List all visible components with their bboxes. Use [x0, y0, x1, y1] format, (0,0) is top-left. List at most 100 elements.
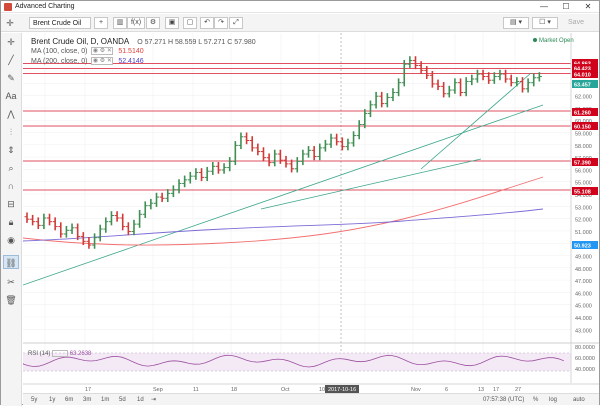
tf-1m[interactable]: 1m	[101, 397, 110, 403]
ohlc-bar	[137, 209, 143, 228]
ohlc-bar	[63, 225, 69, 238]
tf-1d[interactable]: 1d	[137, 397, 144, 403]
lock-drawings-icon[interactable]: ⊟	[7, 199, 15, 209]
close-button[interactable]: ✕	[584, 2, 592, 11]
crosshair-icon[interactable]: ✛	[6, 18, 14, 28]
horizontal-levels	[23, 63, 571, 191]
text-tool-icon[interactable]: Aa	[5, 91, 17, 101]
layout-dropdown[interactable]: ☐ ▾	[532, 17, 558, 29]
price-chart[interactable]: 64.00063.00062.00061.00060.00059.00058.0…	[22, 33, 599, 393]
price-badge-bg	[572, 70, 598, 78]
ohlc-bar	[244, 132, 250, 145]
ohlc-bar	[30, 214, 36, 226]
symbol-text: Brent Crude Oil	[33, 20, 82, 27]
ohlc-bar	[58, 222, 64, 238]
rsi-settings-button[interactable]	[52, 350, 69, 357]
log-toggle[interactable]: log	[549, 397, 558, 403]
ma100-settings-button[interactable]: ◉ ⚙ ✕	[91, 47, 114, 56]
maximize-button[interactable]: ☐	[562, 2, 570, 11]
ohlc-bar	[238, 132, 244, 150]
ohlc-bar	[52, 217, 58, 231]
price-level-badge: 64.010	[572, 70, 598, 79]
symbol-search-input[interactable]: Brent Crude Oil	[29, 17, 91, 29]
price-badge-text: 61.260	[574, 111, 591, 117]
ohlc-bar	[351, 131, 357, 147]
legend-ma200-row: MA (200, close, 0) ◉ ⚙ ✕ 52.4146	[31, 57, 256, 67]
time-tick-label: Oct	[281, 387, 290, 393]
brush-icon[interactable]: ✎	[7, 73, 15, 83]
ohlc-bar	[452, 78, 458, 94]
legend-ma100-row: MA (100, close, 0) ◉ ⚙ ✕ 51.5140	[31, 47, 256, 57]
percent-toggle[interactable]: %	[533, 397, 539, 403]
cross-cursor-icon[interactable]: ✛	[7, 37, 15, 47]
auto-toggle[interactable]: auto	[573, 397, 585, 403]
fib-icon[interactable]: ⫶	[9, 127, 13, 137]
price-tick-label: 46.000	[575, 291, 592, 297]
link-icon[interactable]: ⛓︎	[3, 255, 19, 269]
ohlc-bar	[396, 78, 402, 97]
ohlc-bar	[86, 237, 92, 249]
ohlc-bar	[508, 74, 514, 87]
ohlc-bar	[80, 232, 86, 246]
snapshot-button[interactable]: ▢	[183, 17, 197, 29]
price-badge-text: 63.457	[574, 83, 591, 89]
ohlc-bar	[210, 162, 216, 175]
ohlc-bar	[283, 155, 289, 168]
drawing-toolbar: ✛ ╱ ✎ Aa ⋀ ⫶ ⇕ ⌕ ∩ ⊟ 🔒︎ ◉ ⛓︎ ✂ 🗑︎	[1, 33, 22, 406]
minimize-button[interactable]: —	[540, 2, 548, 11]
compare-button[interactable]: +	[94, 17, 108, 29]
legend-main-row: Brent Crude Oil, D, OANDA O 57.271 H 58.…	[31, 37, 256, 47]
price-badge-text: 50.923	[574, 244, 591, 250]
top-toolbar: ✛ Brent Crude Oil + ▥ f(x) ⚙ ▣ ▢ ↶ ↷ ⤢ ▤…	[1, 14, 599, 32]
ohlc-bar	[215, 162, 221, 174]
price-tick-label: 49.000	[575, 255, 592, 261]
chart-type-dropdown[interactable]: ▤ ▾	[503, 17, 529, 29]
ohlc-bar	[531, 73, 537, 87]
zoom-icon[interactable]: ⌕	[8, 163, 14, 173]
ohlc-bar	[294, 157, 300, 173]
tf-3m[interactable]: 3m	[83, 397, 92, 403]
indicators-button[interactable]: f(x)	[127, 17, 145, 29]
save-button[interactable]: Save	[568, 19, 584, 26]
tf-5y[interactable]: 5y	[31, 397, 38, 403]
ohlc-bar	[435, 79, 441, 91]
ohlc-bar	[103, 217, 109, 233]
ma200-settings-button[interactable]: ◉ ⚙ ✕	[91, 57, 114, 66]
bar-style-button[interactable]: ▥	[113, 17, 127, 29]
goto-date-icon[interactable]: ⇥	[151, 397, 157, 403]
template-button[interactable]: ▣	[165, 17, 179, 29]
remove-tools-icon[interactable]: ✂	[7, 277, 15, 287]
ohlc-bar	[413, 56, 418, 70]
chart-legend: Brent Crude Oil, D, OANDA O 57.271 H 58.…	[31, 37, 256, 67]
fullscreen-button[interactable]: ⤢	[229, 17, 243, 29]
tf-1y[interactable]: 1y	[49, 397, 56, 403]
time-axis: 17 Sep 11 18 Oct 10 Nov 6 13 17 27 2017-10-16	[23, 383, 599, 393]
magnet-icon[interactable]: ∩	[7, 181, 15, 191]
time-badge-text: 2017-10-16	[328, 387, 356, 393]
pattern-icon[interactable]: ⋀	[7, 109, 15, 119]
hide-drawings-icon[interactable]: ◉	[7, 235, 15, 245]
time-tick-label: Sep	[153, 387, 163, 393]
undo-button[interactable]: ↶	[200, 17, 214, 29]
redo-button[interactable]: ↷	[214, 17, 228, 29]
settings-button[interactable]: ⚙	[146, 17, 160, 29]
app-logo-icon	[4, 3, 12, 11]
price-badge-bg	[572, 80, 598, 88]
time-tick-label: 17	[493, 387, 499, 393]
ohlc-bar	[390, 88, 396, 102]
trash-icon[interactable]: 🗑︎	[5, 295, 17, 305]
price-tick-label: 53.000	[575, 205, 592, 211]
chart-area[interactable]: 64.00063.00062.00061.00060.00059.00058.0…	[22, 33, 599, 405]
ohlc-bar	[311, 146, 317, 161]
tf-5d[interactable]: 5d	[119, 397, 126, 403]
lock-icon[interactable]: 🔒︎	[8, 217, 14, 227]
price-tick-label: 59.000	[575, 132, 592, 138]
ohlc-bar	[187, 171, 193, 184]
tf-6m[interactable]: 6m	[65, 397, 74, 403]
price-badge-bg	[572, 158, 598, 166]
measure-icon[interactable]: ⇕	[7, 145, 15, 155]
time-tick-label: 27	[515, 387, 521, 393]
ohlc-bar	[367, 100, 373, 118]
trendline-icon[interactable]: ╱	[8, 55, 14, 65]
rsi-label: RSI (14)	[28, 351, 51, 358]
